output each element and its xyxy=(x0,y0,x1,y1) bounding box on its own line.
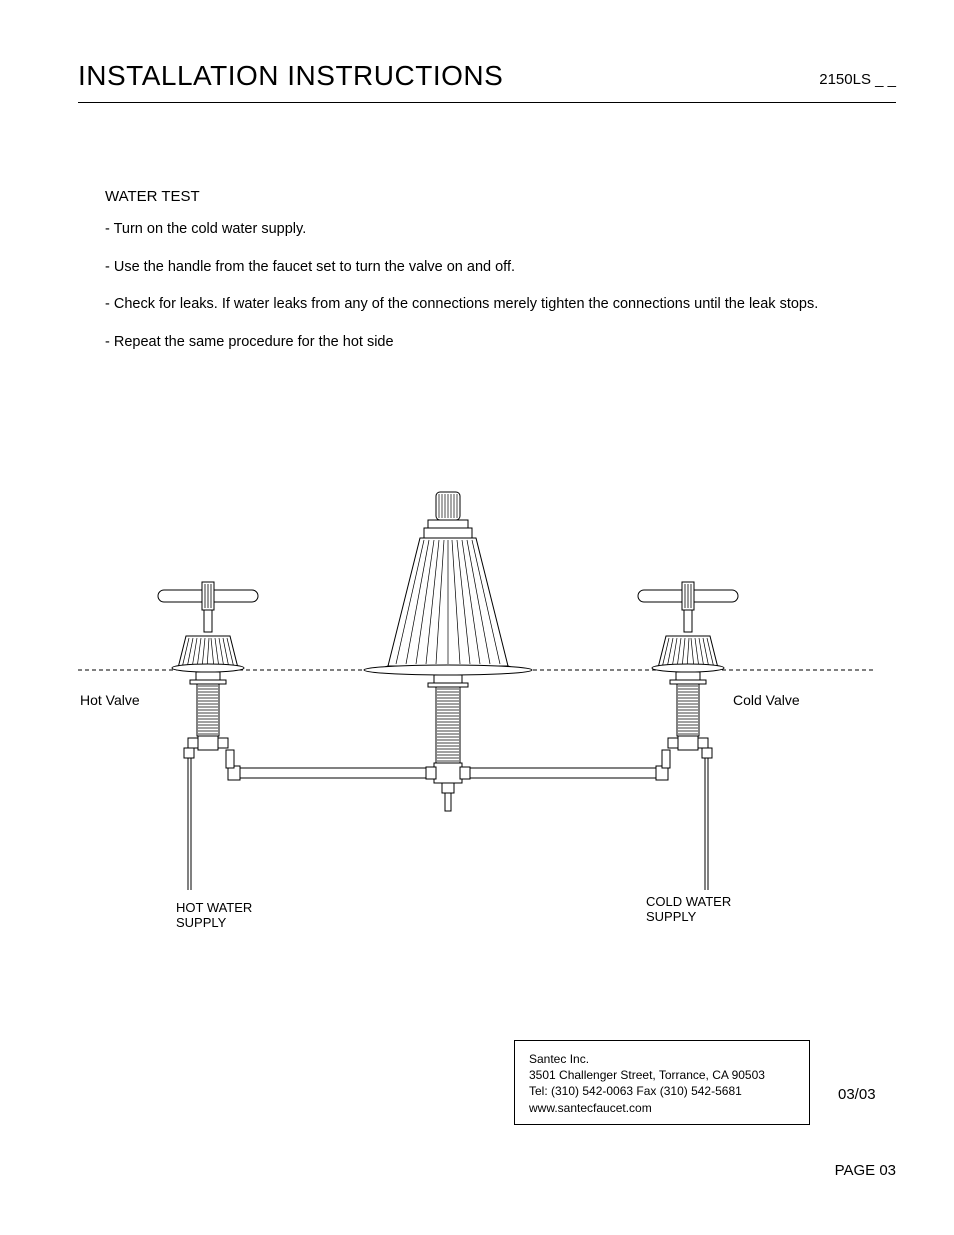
instruction-item: - Check for leaks. If water leaks from a… xyxy=(105,295,874,315)
label-cold-supply: COLD WATER SUPPLY xyxy=(646,894,731,924)
faucet-diagram: Hot Valve Cold Valve HOT WATER SUPPLY CO… xyxy=(78,470,876,950)
company-address: 3501 Challenger Street, Torrance, CA 905… xyxy=(529,1067,795,1083)
instruction-item: - Turn on the cold water supply. xyxy=(105,220,874,240)
instruction-item: - Repeat the same procedure for the hot … xyxy=(105,333,874,353)
page-number: PAGE 03 xyxy=(835,1162,896,1179)
label-cold-valve: Cold Valve xyxy=(733,692,800,708)
model-number: 2150LS _ _ xyxy=(819,71,896,92)
instruction-list: - Turn on the cold water supply. - Use t… xyxy=(105,220,874,370)
document-date: 03/03 xyxy=(838,1086,876,1103)
page: INSTALLATION INSTRUCTIONS 2150LS _ _ WAT… xyxy=(0,0,954,1235)
company-info-box: Santec Inc. 3501 Challenger Street, Torr… xyxy=(514,1040,810,1125)
faucet-svg xyxy=(78,470,876,950)
page-title: INSTALLATION INSTRUCTIONS xyxy=(78,60,503,92)
label-hot-valve: Hot Valve xyxy=(80,692,140,708)
section-heading: WATER TEST xyxy=(105,188,200,205)
page-header: INSTALLATION INSTRUCTIONS 2150LS _ _ xyxy=(78,60,896,103)
company-phone: Tel: (310) 542-0063 Fax (310) 542-5681 xyxy=(529,1083,795,1099)
company-website: www.santecfaucet.com xyxy=(529,1100,795,1116)
label-hot-supply: HOT WATER SUPPLY xyxy=(176,900,252,930)
company-name: Santec Inc. xyxy=(529,1051,795,1067)
instruction-item: - Use the handle from the faucet set to … xyxy=(105,258,874,278)
